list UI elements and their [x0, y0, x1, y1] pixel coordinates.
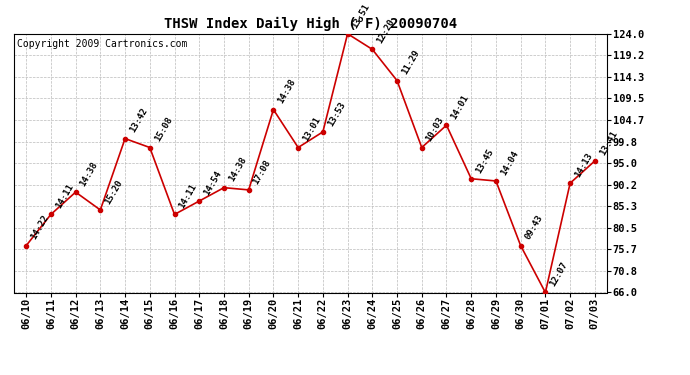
Text: Copyright 2009 Cartronics.com: Copyright 2009 Cartronics.com — [17, 39, 187, 49]
Text: 14:11: 14:11 — [177, 183, 199, 210]
Text: 10:03: 10:03 — [424, 116, 446, 143]
Text: 13:45: 13:45 — [474, 147, 495, 175]
Text: 14:13: 14:13 — [573, 151, 594, 179]
Text: 14:38: 14:38 — [79, 160, 99, 188]
Text: 09:43: 09:43 — [524, 214, 544, 242]
Text: 14:11: 14:11 — [54, 183, 75, 210]
Text: 12:20: 12:20 — [375, 17, 396, 45]
Text: 14:38: 14:38 — [227, 156, 248, 183]
Text: 14:22: 14:22 — [29, 214, 50, 242]
Text: 14:38: 14:38 — [276, 78, 297, 105]
Text: 13:01: 13:01 — [301, 116, 322, 143]
Text: 14:54: 14:54 — [202, 169, 224, 197]
Title: THSW Index Daily High (°F) 20090704: THSW Index Daily High (°F) 20090704 — [164, 17, 457, 31]
Text: 12:07: 12:07 — [548, 261, 569, 288]
Text: 13:42: 13:42 — [128, 106, 149, 134]
Text: 13:41: 13:41 — [598, 129, 619, 157]
Text: 11:29: 11:29 — [400, 49, 421, 76]
Text: 15:20: 15:20 — [103, 178, 124, 206]
Text: 13:53: 13:53 — [326, 100, 347, 128]
Text: 15:08: 15:08 — [152, 116, 174, 143]
Text: 17:08: 17:08 — [251, 158, 273, 186]
Text: 14:01: 14:01 — [449, 93, 471, 121]
Text: 13:51: 13:51 — [351, 2, 372, 30]
Text: 14:04: 14:04 — [499, 149, 520, 177]
